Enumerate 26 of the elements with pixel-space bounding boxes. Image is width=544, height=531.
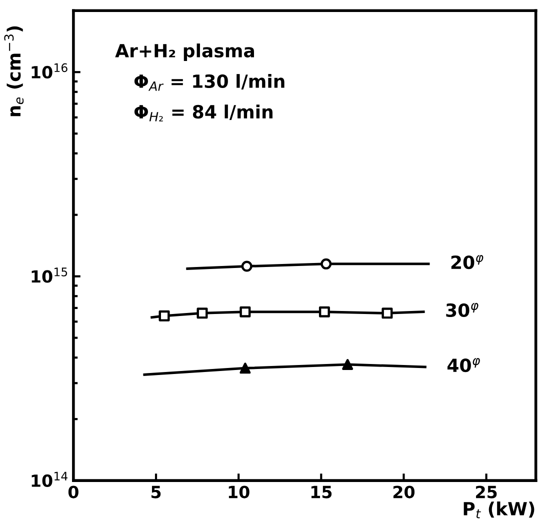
point — [342, 359, 354, 370]
x-tick-label: 15 — [311, 486, 332, 498]
annotation: Φ$_{Ar}$ = 130 l/min — [134, 74, 284, 91]
point — [240, 362, 251, 374]
x-tick-label: 20 — [393, 486, 415, 498]
point — [196, 308, 208, 319]
point — [158, 310, 170, 322]
point — [241, 260, 252, 272]
y-tick-label: 10$^{16}$ — [32, 63, 68, 79]
series-label: 30$^{φ}$ — [446, 302, 478, 318]
y-tick-label: 10$^{14}$ — [32, 472, 68, 488]
series-label: 40$^{φ}$ — [447, 358, 480, 372]
y-tick-label: 10$^{15}$ — [32, 268, 68, 283]
annotation: Ar+H₂ plasma — [115, 44, 254, 61]
annotation: Φ$_{H₂}$ = 84 l/min — [134, 104, 272, 122]
x-tick-label: 25 — [476, 486, 497, 498]
point — [318, 306, 330, 318]
x-axis-title: P$_{t}$ (kW) — [464, 502, 534, 518]
point — [240, 306, 251, 318]
series-label: 20$^{φ}$ — [451, 255, 484, 270]
point — [320, 258, 332, 270]
point — [382, 308, 393, 319]
y-axis-title: n$_{e}$ (cm$^{−3}$) — [4, 26, 24, 116]
x-tick-label: 0 — [68, 486, 78, 498]
x-tick-label: 5 — [152, 486, 161, 498]
x-tick-label: 10 — [228, 486, 250, 498]
